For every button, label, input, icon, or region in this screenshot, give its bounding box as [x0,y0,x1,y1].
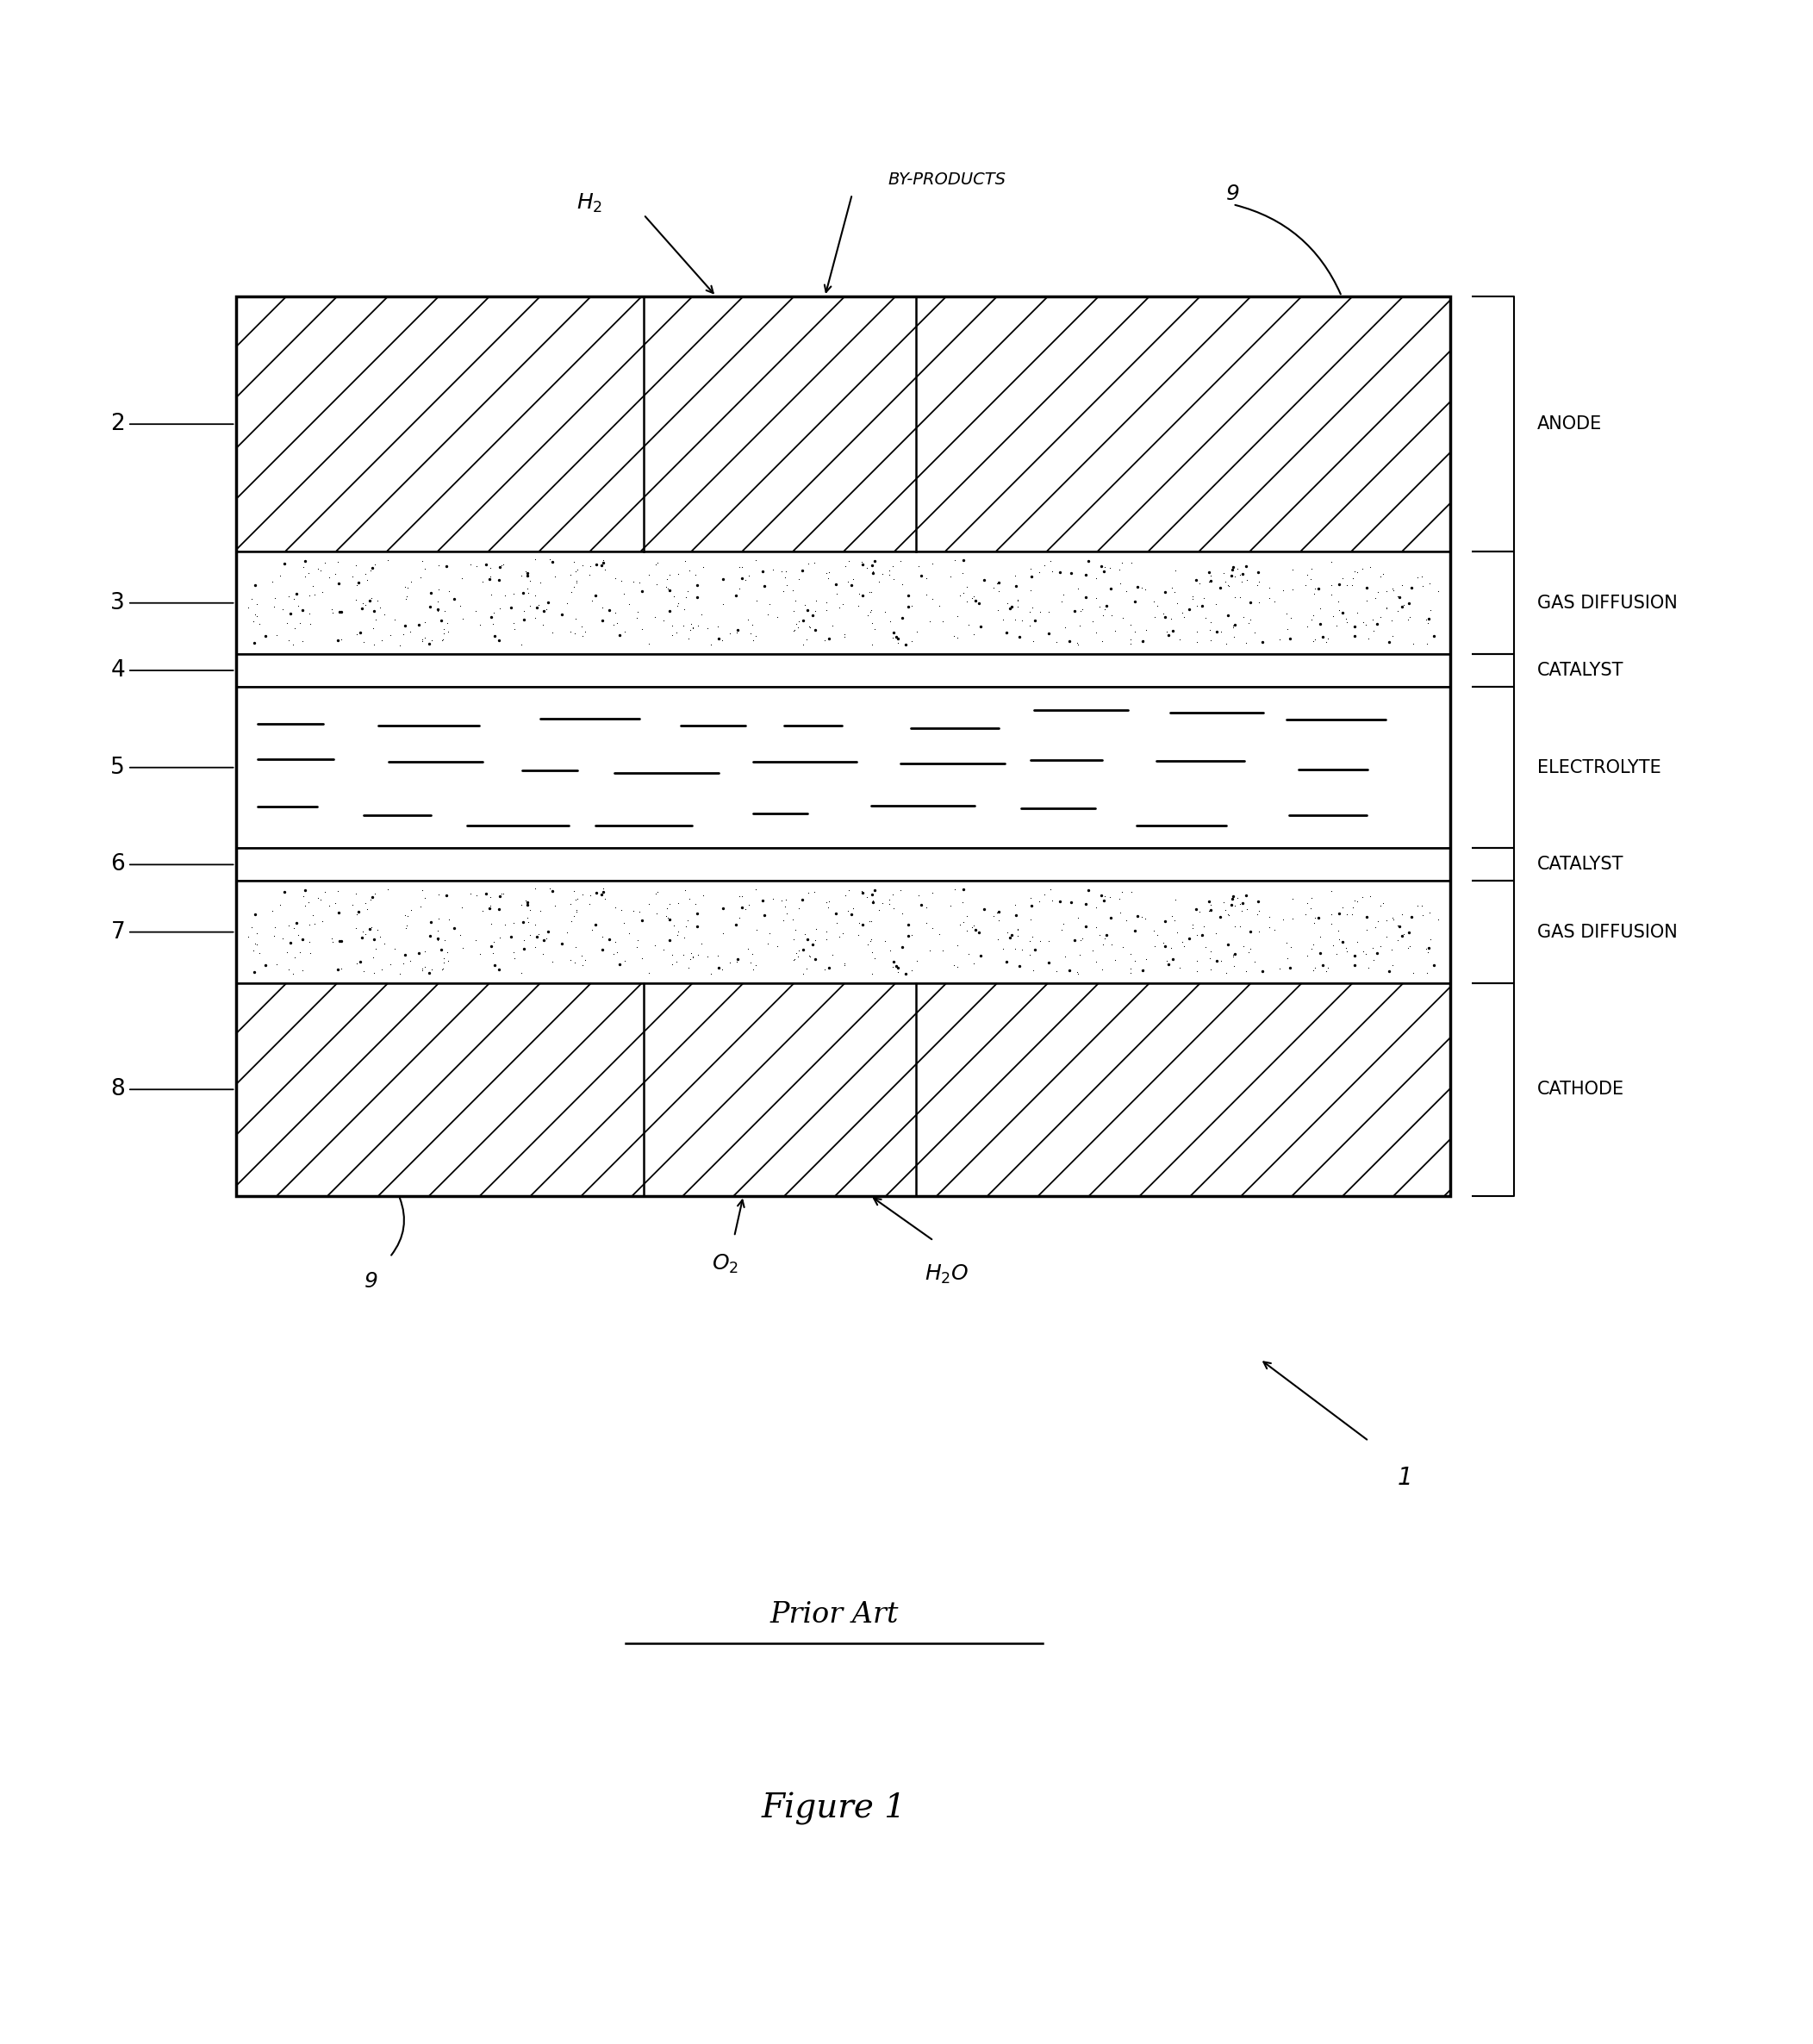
Text: 3: 3 [111,593,234,613]
Text: 2: 2 [111,413,234,435]
Text: 1: 1 [1398,1466,1412,1490]
Text: 5: 5 [111,756,234,779]
Text: CATHODE: CATHODE [1537,1081,1624,1098]
Bar [236,983,1450,1196]
Bar [236,881,1450,983]
Text: CATALYST: CATALYST [1537,662,1624,679]
Text: Prior Art: Prior Art [771,1600,897,1629]
Text: CATALYST: CATALYST [1537,856,1624,873]
Text: 7: 7 [111,922,234,942]
Text: $O_2$: $O_2$ [713,1253,738,1275]
Text: Figure 1: Figure 1 [761,1793,906,1825]
Text: 9: 9 [364,1271,379,1292]
Text: BY-PRODUCTS: BY-PRODUCTS [888,172,1006,188]
Text: $H_2$: $H_2$ [577,192,602,215]
Bar [236,296,1450,1196]
Text: ELECTROLYTE: ELECTROLYTE [1537,758,1661,777]
Bar [236,654,1450,687]
Text: ANODE: ANODE [1537,415,1603,433]
Text: GAS DIFFUSION: GAS DIFFUSION [1537,595,1677,611]
Bar [236,848,1450,881]
Text: GAS DIFFUSION: GAS DIFFUSION [1537,924,1677,940]
Text: 9: 9 [1226,184,1240,204]
Bar [236,687,1450,848]
Text: 4: 4 [111,660,234,681]
Bar [236,296,1450,552]
Text: 8: 8 [111,1079,234,1100]
Text: 6: 6 [111,854,234,875]
Bar [236,552,1450,654]
Text: $H_2O$: $H_2O$ [925,1263,968,1286]
